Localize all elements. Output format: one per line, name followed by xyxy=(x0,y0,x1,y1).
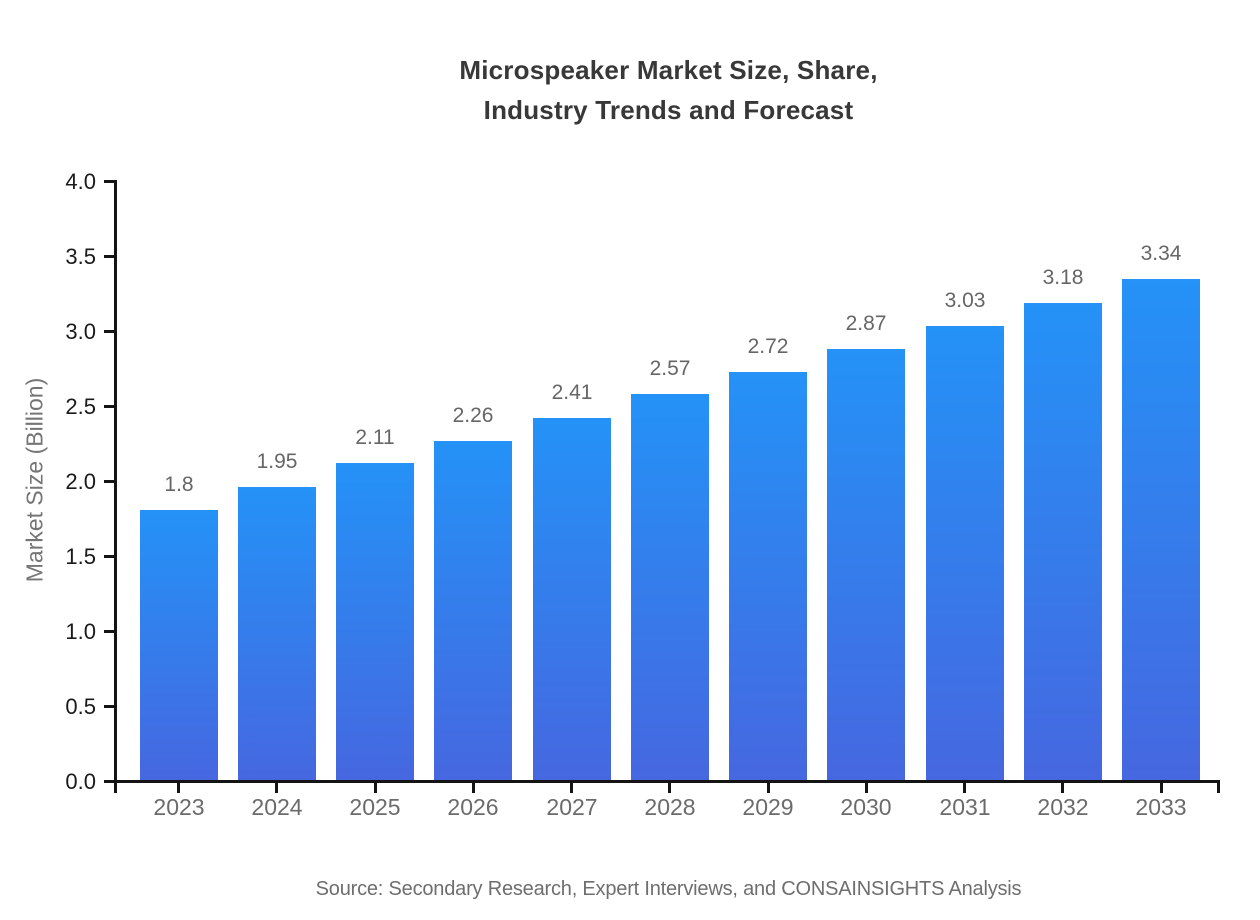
bar-2033 xyxy=(1122,279,1200,780)
bar-2024 xyxy=(238,487,316,780)
y-tick-label: 3.0 xyxy=(65,319,96,344)
x-tick xyxy=(275,783,278,793)
y-tick-label: 3.5 xyxy=(65,244,96,269)
y-tick-label: 0.5 xyxy=(65,694,96,719)
x-category-label: 2023 xyxy=(153,794,205,820)
y-tick-label: 2.0 xyxy=(65,469,96,494)
bar-2025 xyxy=(336,463,414,780)
y-tick xyxy=(104,630,114,633)
x-category-label: 2031 xyxy=(939,794,991,820)
x-tick xyxy=(1061,783,1064,793)
y-tick-label: 2.5 xyxy=(65,394,96,419)
bar-value-label: 2.72 xyxy=(747,335,789,358)
bar-value-label: 1.95 xyxy=(256,450,298,473)
x-category-label: 2033 xyxy=(1135,794,1187,820)
y-tick xyxy=(104,780,114,783)
bar-value-label: 1.8 xyxy=(164,473,194,496)
bar-2023 xyxy=(140,510,218,780)
x-tick xyxy=(668,783,671,793)
y-tick-label: 1.5 xyxy=(65,544,96,569)
chart-title: Microspeaker Market Size, Share, Industr… xyxy=(459,55,878,125)
x-axis-end-tick xyxy=(1217,783,1220,793)
y-tick xyxy=(104,330,114,333)
bar-2028 xyxy=(631,394,709,780)
y-tick xyxy=(104,405,114,408)
x-category-label: 2032 xyxy=(1037,794,1089,820)
x-category-label: 2024 xyxy=(251,794,303,820)
x-category-label: 2025 xyxy=(349,794,401,820)
x-tick xyxy=(570,783,573,793)
bar-2027 xyxy=(533,418,611,780)
bar-value-label: 2.87 xyxy=(845,312,887,335)
y-tick-label: 1.0 xyxy=(65,619,96,644)
bar-2030 xyxy=(827,349,905,780)
bar-value-label: 2.41 xyxy=(551,381,593,404)
x-tick xyxy=(865,783,868,793)
bar-2031 xyxy=(926,326,1004,780)
x-category-label: 2028 xyxy=(644,794,696,820)
bar-2026 xyxy=(434,441,512,780)
x-tick xyxy=(963,783,966,793)
bar-value-label: 3.03 xyxy=(944,289,986,312)
x-axis-end-tick xyxy=(114,783,117,793)
y-tick-label: 0.0 xyxy=(65,769,96,794)
bar-value-label: 2.11 xyxy=(355,426,395,449)
x-category-label: 2026 xyxy=(447,794,499,820)
y-tick xyxy=(104,555,114,558)
x-category-label: 2029 xyxy=(742,794,794,820)
y-tick xyxy=(104,480,114,483)
x-tick xyxy=(177,783,180,793)
y-axis-line xyxy=(114,180,117,783)
bar-2032 xyxy=(1024,303,1102,780)
bar-value-label: 2.26 xyxy=(452,404,494,427)
bar-2029 xyxy=(729,372,807,780)
x-tick xyxy=(1160,783,1163,793)
x-category-label: 2030 xyxy=(840,794,892,820)
bar-value-label: 2.57 xyxy=(649,357,691,380)
source-note: Source: Secondary Research, Expert Inter… xyxy=(315,878,1022,900)
x-tick xyxy=(374,783,377,793)
y-tick xyxy=(104,705,114,708)
bar-value-label: 3.18 xyxy=(1042,266,1084,289)
x-category-label: 2027 xyxy=(546,794,598,820)
x-tick xyxy=(767,783,770,793)
x-axis-line xyxy=(114,780,1220,783)
y-tick-label: 4.0 xyxy=(65,169,96,194)
y-tick xyxy=(104,180,114,183)
bar-value-label: 3.34 xyxy=(1140,242,1182,265)
y-tick xyxy=(104,255,114,258)
x-tick xyxy=(472,783,475,793)
